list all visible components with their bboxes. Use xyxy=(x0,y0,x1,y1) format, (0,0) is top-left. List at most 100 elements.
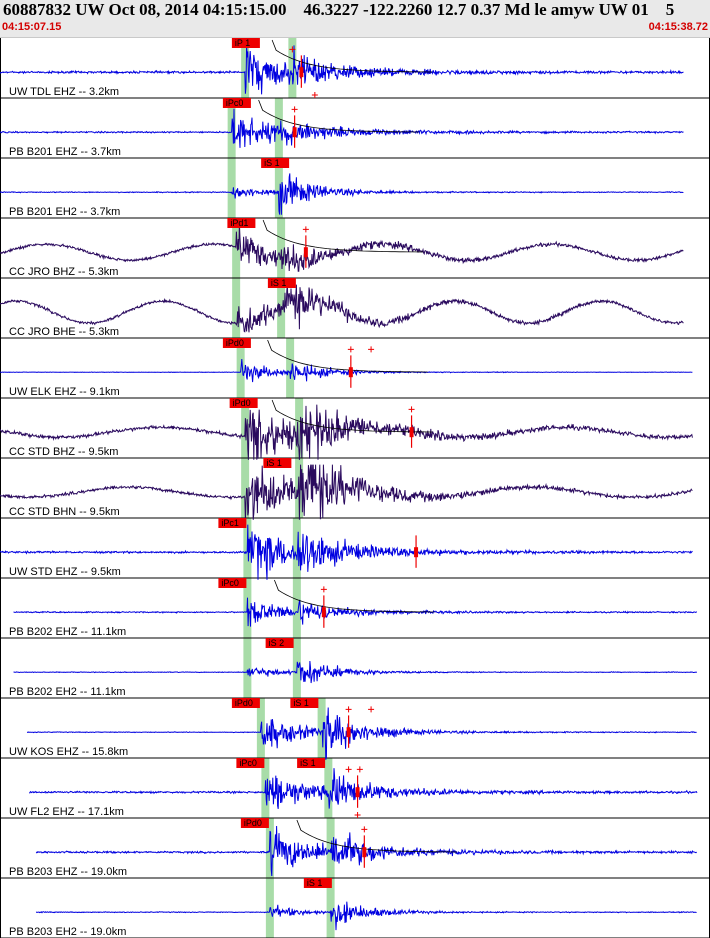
waveform xyxy=(0,404,693,460)
pick-label: iPd0 xyxy=(226,338,244,348)
station-label: PB B201 EHZ -- 3.7km xyxy=(9,146,121,158)
p-window xyxy=(243,638,252,698)
pick-label: iPc1 xyxy=(221,518,239,528)
station-label: PB B202 EHZ -- 11.1km xyxy=(9,626,126,638)
amplitude-marker-box xyxy=(321,607,326,618)
pick-label: iS 1 xyxy=(264,158,280,168)
pick-label: iPd0 xyxy=(235,698,253,708)
trace-panel: iPc0 PB B202 EHZ -- 11.1km xyxy=(0,578,710,639)
waveform xyxy=(0,224,684,272)
s-window xyxy=(292,578,301,638)
pick-label: iS 1 xyxy=(266,458,282,468)
pick-flag: iS 1 xyxy=(267,278,296,288)
window-start-time: 04:15:07.15 xyxy=(2,21,62,33)
station-label: UW ELK EHZ -- 9.1km xyxy=(9,386,120,398)
amplitude-marker-box xyxy=(414,547,419,558)
coda-envelope xyxy=(296,819,457,853)
s-window xyxy=(277,218,286,278)
pick-label: iS 1 xyxy=(271,278,287,288)
plus-marker xyxy=(291,106,298,113)
trace-panel: iPd1 CC JRO BHZ -- 5.3km xyxy=(0,218,710,279)
station-label: UW FL2 EHZ -- 17.1km xyxy=(9,806,124,818)
pick-label: iS 2 xyxy=(269,638,285,648)
trace-panels: iP 1 UW TDL EHZ -- 3.2km iPc0 PB B201 EHZ -… xyxy=(0,38,710,938)
pick-flag-box xyxy=(229,398,258,408)
station-label: UW TDL EHZ -- 3.2km xyxy=(9,86,119,98)
plus-marker xyxy=(368,346,375,353)
window-end-time: 04:15:38.72 xyxy=(648,21,708,33)
pick-flag: iPd1 xyxy=(227,218,256,228)
plus-marker xyxy=(356,766,363,773)
pick-label: iPc0 xyxy=(239,758,257,768)
pick-flag: iPd0 xyxy=(222,338,251,348)
pick-flag: iS 1 xyxy=(303,878,332,888)
pick-flag-box xyxy=(261,158,290,168)
plus-marker xyxy=(289,46,296,53)
station-label: PB B201 EH2 -- 3.7km xyxy=(9,206,120,218)
event-header: 60887832 UW Oct 08, 2014 04:15:15.00 46.… xyxy=(0,0,710,38)
coda-envelope xyxy=(271,39,433,73)
pick-flag-secondary: iS 1 xyxy=(290,698,319,708)
trace-panel: iS 1 CC STD BHN -- 9.5km xyxy=(0,458,710,520)
plus-marker xyxy=(408,406,415,413)
waveform xyxy=(0,464,693,520)
plus-marker xyxy=(345,766,352,773)
amplitude-marker-box xyxy=(303,247,308,258)
s-window xyxy=(292,518,301,578)
pick-flag: iS 1 xyxy=(261,158,290,168)
s-window xyxy=(286,338,295,398)
p-window xyxy=(241,38,250,98)
coda-envelope xyxy=(267,339,428,373)
station-label: PB B203 EHZ -- 19.0km xyxy=(9,866,127,878)
pick-label: iPd1 xyxy=(230,218,248,228)
trace-panel: iPd0 UW ELK EHZ -- 9.1km xyxy=(0,338,710,399)
pick-flag-box xyxy=(263,458,292,468)
plus-marker xyxy=(368,706,375,713)
pick-label: iP 1 xyxy=(235,38,250,48)
waveform xyxy=(29,768,698,809)
plus-marker xyxy=(345,706,352,713)
station-label: CC STD BHZ -- 9.5km xyxy=(9,446,118,458)
event-title: 60887832 UW Oct 08, 2014 04:15:15.00 46.… xyxy=(3,0,675,19)
pick-flag: iPc0 xyxy=(218,578,247,588)
trace-panel: iPc0 iS 1 UW FL2 EHZ -- 17.1km xyxy=(0,758,710,819)
station-label: UW STD EHZ -- 9.5km xyxy=(9,566,121,578)
waveform xyxy=(0,284,684,333)
s-window xyxy=(326,818,335,878)
pick-flag-box xyxy=(297,758,326,768)
pick-flag: iS 2 xyxy=(265,638,294,648)
station-label: CC JRO BHZ -- 5.3km xyxy=(9,266,118,278)
s-window xyxy=(274,98,283,158)
pick-flag-box xyxy=(218,578,247,588)
plus-marker xyxy=(320,586,327,593)
trace-panel: iPd0 PB B203 EHZ -- 19.0km xyxy=(0,818,710,879)
pick-flag-box xyxy=(290,698,319,708)
pick-flag: iPc0 xyxy=(222,98,251,108)
pick-flag: iPc0 xyxy=(236,758,265,768)
pick-flag-box xyxy=(265,638,294,648)
coda-envelope xyxy=(258,99,419,133)
s-window xyxy=(326,878,335,938)
amplitude-marker-box xyxy=(409,427,414,438)
pick-flag-box xyxy=(222,338,251,348)
plus-marker xyxy=(361,826,368,833)
pick-flag-box xyxy=(231,698,260,708)
trace-panel: iPc1 UW STD EHZ -- 9.5km xyxy=(0,518,710,580)
trace-panel: iS 1 CC JRO BHE -- 5.3km xyxy=(0,278,710,339)
waveform xyxy=(0,108,684,148)
trace-panel: iP 1 UW TDL EHZ -- 3.2km xyxy=(0,38,710,99)
pick-label: iPd0 xyxy=(233,398,251,408)
p-window xyxy=(241,458,250,518)
amplitude-marker-box xyxy=(292,127,297,138)
p-window xyxy=(227,158,236,218)
station-label: UW KOS EHZ -- 15.8km xyxy=(9,746,128,758)
coda-envelope xyxy=(271,399,433,433)
amplitude-marker-box xyxy=(346,727,351,738)
plus-marker xyxy=(311,92,318,98)
waveform xyxy=(0,524,693,580)
pick-flag: iPd0 xyxy=(240,818,269,828)
pick-flag-secondary: iS 1 xyxy=(297,758,326,768)
s-window xyxy=(288,38,297,98)
trace-panel: iS 2 PB B202 EH2 -- 11.1km xyxy=(0,638,710,699)
